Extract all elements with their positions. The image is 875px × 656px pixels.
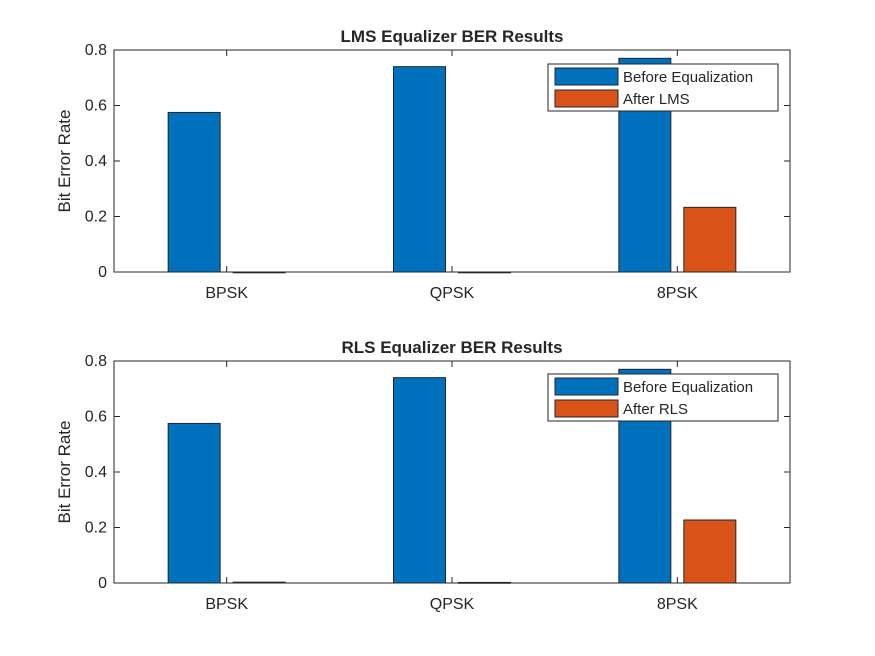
chart-title: RLS Equalizer BER Results <box>341 338 562 357</box>
legend: Before Equalization After RLS <box>547 373 779 422</box>
x-tick-label-8psk: 8PSK <box>657 596 698 613</box>
y-tick-label: 0.8 <box>85 42 107 59</box>
legend-swatch-after <box>554 89 619 108</box>
legend: Before Equalization After LMS <box>547 63 779 112</box>
y-tick-label: 0.6 <box>85 98 107 115</box>
bar-before-qpsk <box>393 66 446 273</box>
legend-swatch-after <box>554 399 619 418</box>
lms-chart: LMS Equalizer BER Results Bit Error Rate… <box>55 27 791 302</box>
axes-box <box>113 49 791 273</box>
legend-label-after: After RLS <box>623 401 688 418</box>
y-tick-label: 0 <box>98 264 107 281</box>
axes-box <box>113 360 791 584</box>
chart-title: LMS Equalizer BER Results <box>341 27 564 46</box>
bar-after-8psk <box>683 519 737 584</box>
legend-label-before: Before Equalization <box>623 379 753 396</box>
x-tick-label-bpsk: BPSK <box>205 596 248 613</box>
y-tick-label: 0.4 <box>85 153 107 170</box>
legend-label-after: After LMS <box>623 91 690 108</box>
y-tick-label: 0.8 <box>85 353 107 370</box>
y-axis-label: Bit Error Rate <box>55 421 74 524</box>
y-tick-label: 0.2 <box>85 209 107 226</box>
tick-group: 0 0.2 0.4 0.6 0.8 BPSK QPSK 8PSK <box>85 42 790 302</box>
x-tick-label-qpsk: QPSK <box>430 596 475 613</box>
y-tick-label: 0.6 <box>85 409 107 426</box>
legend-swatch-before <box>554 67 619 86</box>
y-tick-label: 0.2 <box>85 520 107 537</box>
x-tick-label-8psk: 8PSK <box>657 285 698 302</box>
y-axis-label: Bit Error Rate <box>55 110 74 213</box>
x-tick-label-bpsk: BPSK <box>205 285 248 302</box>
y-tick-label: 0 <box>98 575 107 592</box>
legend-label-before: Before Equalization <box>623 69 753 86</box>
tick-group: 0 0.2 0.4 0.6 0.8 BPSK QPSK 8PSK <box>85 353 790 613</box>
legend-swatch-before <box>554 377 619 396</box>
x-tick-label-qpsk: QPSK <box>430 285 475 302</box>
bar-after-8psk <box>683 206 737 273</box>
bar-before-bpsk <box>167 422 221 584</box>
rls-chart: RLS Equalizer BER Results Bit Error Rate… <box>55 338 791 613</box>
bar-before-qpsk <box>393 377 446 584</box>
y-tick-label: 0.4 <box>85 464 107 481</box>
bar-before-bpsk <box>167 111 221 273</box>
